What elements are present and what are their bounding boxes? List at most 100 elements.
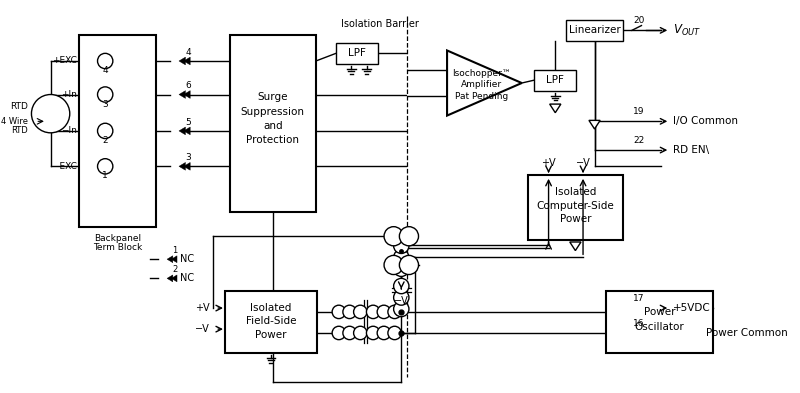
Bar xyxy=(230,35,316,212)
Polygon shape xyxy=(179,127,186,135)
Text: 6: 6 xyxy=(186,81,191,90)
Text: 17: 17 xyxy=(633,294,644,303)
Circle shape xyxy=(98,53,113,69)
Text: NC: NC xyxy=(179,274,194,283)
Text: LPF: LPF xyxy=(546,75,564,85)
Circle shape xyxy=(384,255,403,275)
Text: −V: −V xyxy=(195,324,210,334)
Polygon shape xyxy=(589,120,600,129)
Bar xyxy=(527,175,623,240)
Circle shape xyxy=(343,326,356,340)
Text: Power: Power xyxy=(560,214,591,224)
Polygon shape xyxy=(447,50,522,116)
Circle shape xyxy=(332,305,346,319)
Circle shape xyxy=(384,227,403,246)
Text: +5VDC: +5VDC xyxy=(673,303,711,313)
Circle shape xyxy=(394,290,409,305)
Text: Oscillator: Oscillator xyxy=(634,322,685,332)
Polygon shape xyxy=(167,275,173,282)
Text: −EXC: −EXC xyxy=(51,162,77,171)
Text: 5: 5 xyxy=(186,118,191,127)
Text: RD EN\: RD EN\ xyxy=(673,145,709,155)
Text: Term Block: Term Block xyxy=(93,243,142,252)
Text: Surge: Surge xyxy=(258,92,288,103)
Polygon shape xyxy=(184,91,190,98)
Text: Linearizer: Linearizer xyxy=(569,26,621,35)
Text: 1: 1 xyxy=(173,246,178,255)
Polygon shape xyxy=(167,256,173,263)
Text: Power Common: Power Common xyxy=(706,328,787,338)
Circle shape xyxy=(98,87,113,102)
Circle shape xyxy=(388,326,402,340)
Text: LPF: LPF xyxy=(348,48,366,58)
Circle shape xyxy=(366,305,380,319)
Text: 4 Wire: 4 Wire xyxy=(1,117,28,126)
Circle shape xyxy=(394,278,409,294)
Text: 4: 4 xyxy=(186,48,191,57)
Polygon shape xyxy=(570,242,581,251)
Text: +V: +V xyxy=(542,158,556,169)
Polygon shape xyxy=(179,91,186,98)
Text: Computer-Side: Computer-Side xyxy=(537,200,614,211)
Text: 2: 2 xyxy=(102,136,108,145)
Text: Pat Pending: Pat Pending xyxy=(455,92,508,101)
Circle shape xyxy=(98,123,113,139)
Text: Amplifier: Amplifier xyxy=(461,81,502,90)
Circle shape xyxy=(399,255,418,275)
Text: Suppression: Suppression xyxy=(241,107,305,117)
Circle shape xyxy=(388,305,402,319)
Polygon shape xyxy=(179,57,186,65)
Circle shape xyxy=(98,159,113,174)
Circle shape xyxy=(31,94,70,133)
Text: 4: 4 xyxy=(102,66,108,75)
Text: RTD: RTD xyxy=(11,127,28,136)
Circle shape xyxy=(366,326,380,340)
Text: Backpanel: Backpanel xyxy=(94,234,142,242)
Text: −V: −V xyxy=(576,158,590,169)
Polygon shape xyxy=(171,256,177,263)
Text: 3: 3 xyxy=(186,153,191,162)
Text: 16: 16 xyxy=(633,319,644,328)
Polygon shape xyxy=(179,162,186,170)
Circle shape xyxy=(354,305,367,319)
Text: −V: −V xyxy=(394,296,409,307)
Text: Isolated: Isolated xyxy=(250,303,291,313)
Text: and: and xyxy=(263,121,282,131)
Bar xyxy=(225,291,317,353)
Text: Isolated: Isolated xyxy=(554,187,596,197)
Polygon shape xyxy=(550,104,561,113)
Text: −In: −In xyxy=(61,127,77,136)
Circle shape xyxy=(354,326,367,340)
Text: +In: +In xyxy=(61,90,77,99)
Polygon shape xyxy=(184,127,190,135)
Polygon shape xyxy=(184,57,190,65)
Text: Isolation Barrier: Isolation Barrier xyxy=(341,18,419,29)
Text: 19: 19 xyxy=(633,107,644,116)
Text: +V: +V xyxy=(195,303,210,313)
Text: I/O Common: I/O Common xyxy=(673,116,738,126)
Bar xyxy=(79,35,156,227)
Circle shape xyxy=(343,305,356,319)
Circle shape xyxy=(377,305,390,319)
Text: 20: 20 xyxy=(633,16,644,25)
Text: Power: Power xyxy=(255,330,286,340)
Text: 3: 3 xyxy=(102,99,108,108)
Text: Isochopper™: Isochopper™ xyxy=(452,69,511,78)
Text: $V_{OUT}$: $V_{OUT}$ xyxy=(673,23,701,38)
Text: 1: 1 xyxy=(102,171,108,180)
Bar xyxy=(534,70,576,91)
Circle shape xyxy=(377,326,390,340)
Circle shape xyxy=(332,326,346,340)
Text: RTD: RTD xyxy=(10,101,28,110)
Polygon shape xyxy=(171,275,177,282)
Text: +EXC: +EXC xyxy=(51,57,77,66)
Circle shape xyxy=(394,238,409,253)
Text: NC: NC xyxy=(179,254,194,264)
Circle shape xyxy=(394,250,409,265)
Bar xyxy=(566,20,623,41)
Bar xyxy=(606,291,714,353)
Text: 22: 22 xyxy=(633,136,644,145)
Text: Field-Side: Field-Side xyxy=(246,316,296,327)
Circle shape xyxy=(399,227,418,246)
Circle shape xyxy=(394,301,409,317)
